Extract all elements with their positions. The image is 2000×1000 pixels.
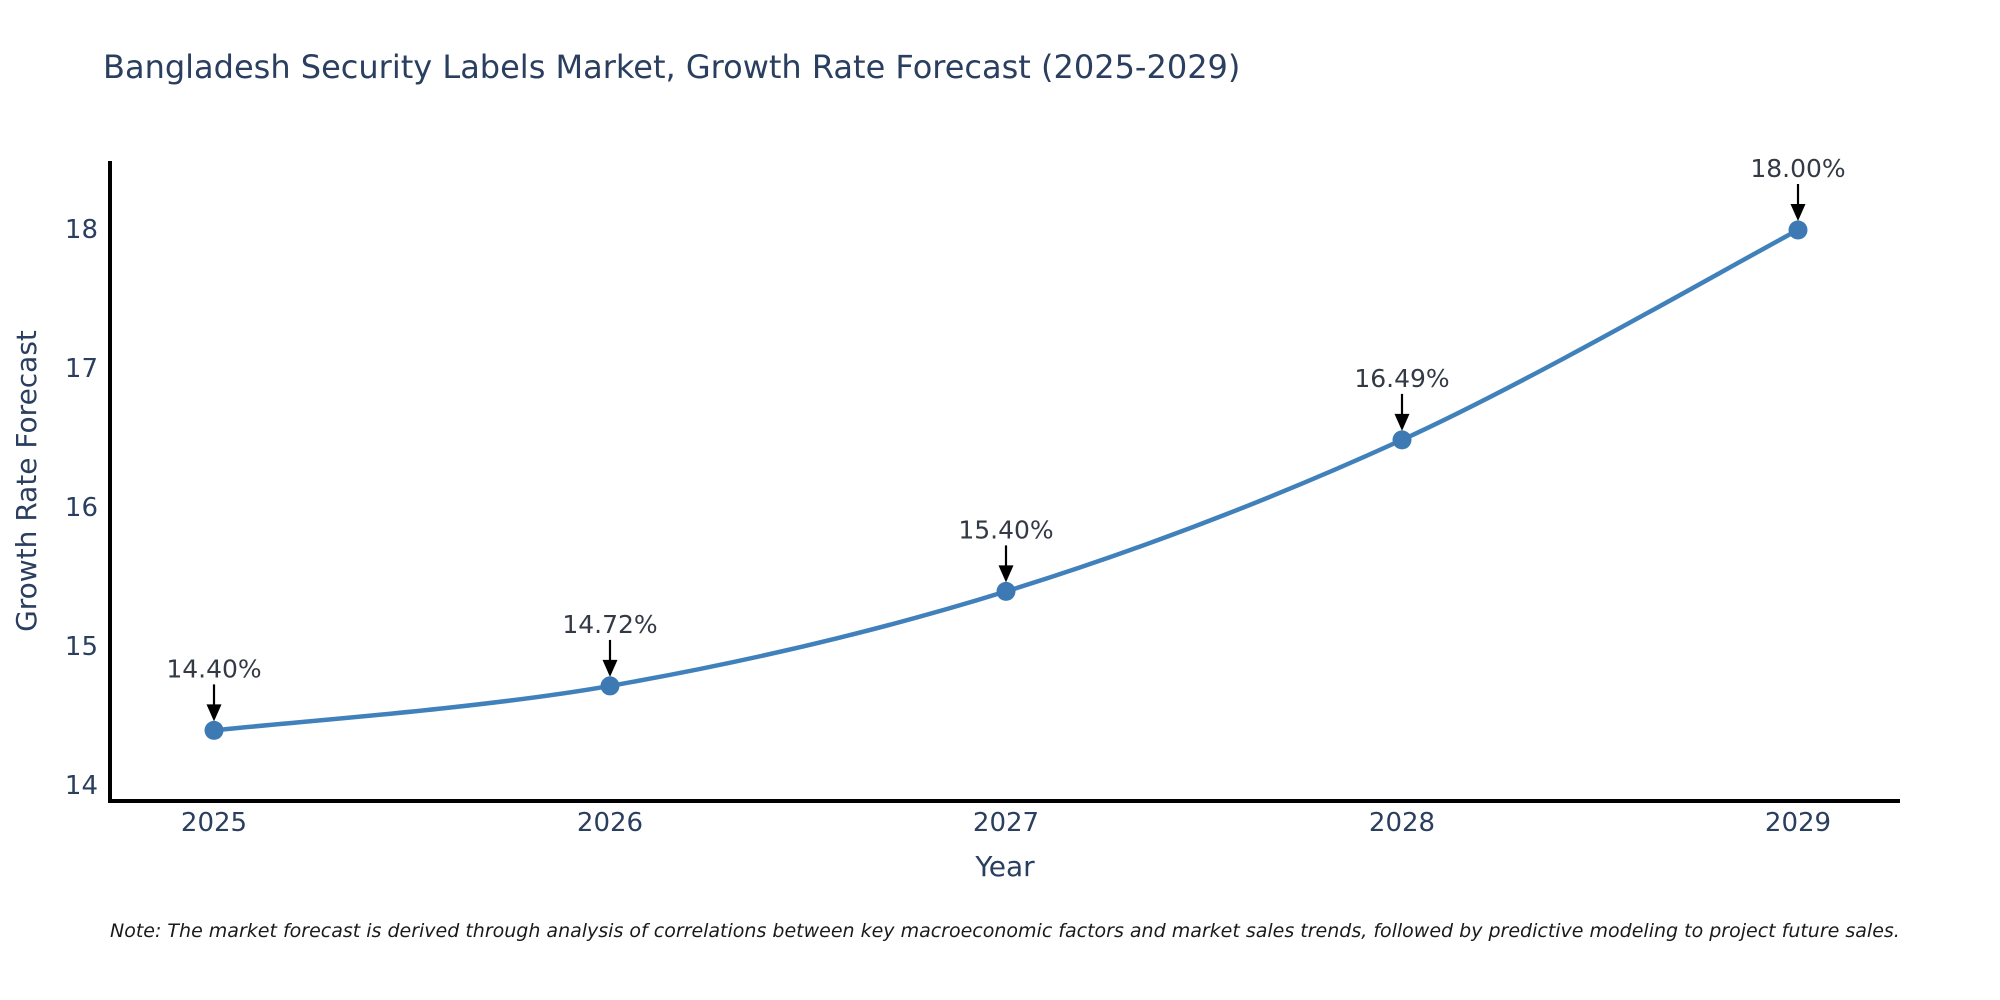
- data-point-2029: [1788, 220, 1808, 240]
- annotation-arrow-head: [1394, 413, 1410, 431]
- x-tick-label: 2027: [973, 808, 1039, 838]
- x-tick-label: 2029: [1765, 808, 1831, 838]
- data-point-2026: [600, 676, 620, 696]
- annotation-arrow-head: [998, 565, 1014, 583]
- chart-title: Bangladesh Security Labels Market, Growt…: [103, 48, 1241, 86]
- y-tick-label: 18: [65, 215, 98, 245]
- y-tick-label: 15: [65, 632, 98, 662]
- axis-spines: [108, 161, 1900, 803]
- data-point-2027: [996, 581, 1016, 601]
- point-value-label: 14.40%: [166, 654, 261, 683]
- x-tick-label: 2026: [577, 808, 643, 838]
- x-axis-title: Year: [974, 850, 1035, 883]
- y-tick-label: 16: [65, 493, 98, 523]
- point-value-label: 14.72%: [562, 610, 657, 639]
- point-value-label: 15.40%: [958, 515, 1053, 544]
- y-tick-label: 17: [65, 354, 98, 384]
- forecast-line: [211, 227, 1801, 733]
- data-point-2028: [1392, 430, 1412, 450]
- y-tick-label: 14: [65, 771, 98, 801]
- point-value-label: 18.00%: [1750, 154, 1845, 183]
- data-point-2025: [204, 720, 224, 740]
- x-tick-label: 2025: [181, 808, 247, 838]
- point-value-label: 16.49%: [1354, 364, 1449, 393]
- annotation-arrow-head: [206, 704, 222, 722]
- annotation-arrow-head: [602, 659, 618, 677]
- y-axis-title: Growth Rate Forecast: [10, 330, 43, 632]
- footnote: Note: The market forecast is derived thr…: [110, 920, 1900, 942]
- annotation-arrow-head: [1790, 204, 1806, 221]
- x-tick-label: 2028: [1369, 808, 1435, 838]
